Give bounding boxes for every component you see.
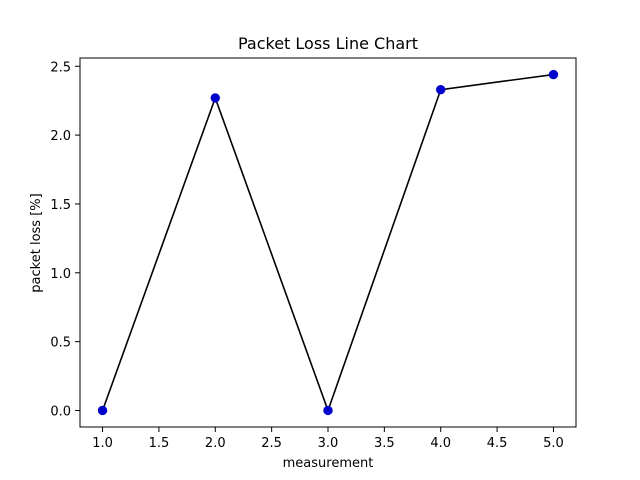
data-point bbox=[436, 84, 446, 95]
y-tick-label: 0.0 bbox=[50, 404, 71, 419]
x-tick-label: 5.0 bbox=[543, 436, 564, 451]
x-tick-label: 1.5 bbox=[149, 436, 170, 451]
plot-frame bbox=[79, 57, 577, 428]
y-tick-label: 1.5 bbox=[50, 198, 71, 213]
x-tick-label: 3.0 bbox=[318, 436, 339, 451]
chart-title: Packet Loss Line Chart bbox=[238, 34, 418, 53]
y-tick-label: 2.5 bbox=[50, 60, 71, 75]
y-axis-ticks: 0.0 0.5 1.0 1.5 2.0 2.5 bbox=[50, 60, 80, 419]
x-tick-label: 2.5 bbox=[261, 436, 282, 451]
x-tick-label: 4.5 bbox=[487, 436, 508, 451]
x-tick-label: 3.5 bbox=[374, 436, 395, 451]
x-tick-label: 1.0 bbox=[92, 436, 113, 451]
y-tick-label: 0.5 bbox=[50, 336, 71, 351]
y-axis-label: packet loss [%] bbox=[29, 193, 44, 292]
data-point bbox=[210, 93, 220, 103]
x-axis-ticks: 1.0 1.5 2.0 2.5 3.0 3.5 4.0 4.5 5.0 bbox=[92, 427, 564, 451]
y-tick-label: 2.0 bbox=[50, 129, 71, 144]
x-tick-label: 4.0 bbox=[430, 436, 451, 451]
data-point bbox=[97, 405, 108, 416]
x-tick-label: 2.0 bbox=[205, 436, 226, 451]
x-axis-label: measurement bbox=[283, 456, 374, 471]
data-point bbox=[548, 69, 559, 80]
y-tick-label: 1.0 bbox=[50, 267, 71, 282]
data-point bbox=[323, 405, 333, 416]
plot-content bbox=[97, 69, 559, 416]
